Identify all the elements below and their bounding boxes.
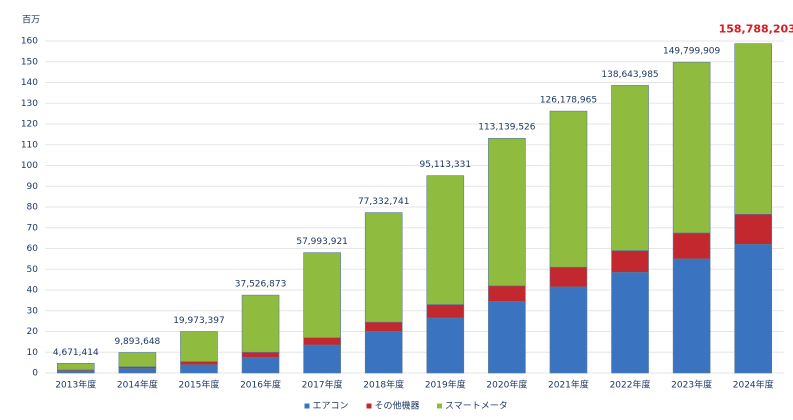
y-tick-label: 70 [27, 223, 39, 233]
x-tick-label: 2020年度 [486, 379, 527, 391]
y-tick-label: 110 [21, 140, 38, 150]
bar-segment [303, 344, 341, 374]
bar-segment [488, 285, 526, 302]
bar-segment [118, 352, 157, 368]
y-tick-label: 130 [21, 99, 38, 109]
y-tick-label: 20 [27, 327, 39, 337]
bar-segment [364, 212, 403, 323]
total-label: 126,178,965 [540, 96, 597, 106]
bar-segment [56, 370, 95, 374]
legend-label: その他機器 [375, 400, 420, 412]
x-tick-label: 2021年度 [548, 379, 589, 391]
y-tick-label: 120 [21, 120, 38, 130]
x-tick-label: 2017年度 [302, 379, 343, 391]
x-tick-label: 2013年度 [55, 379, 96, 391]
bar-segment [734, 244, 773, 374]
bar-segment [180, 331, 218, 362]
x-tick-label: 2016年度 [240, 379, 281, 391]
legend-label: エアコン [313, 402, 349, 412]
y-tick-label: 30 [27, 306, 39, 316]
bar-segment [303, 337, 341, 346]
legend-swatch [304, 403, 310, 409]
legend-swatch [437, 403, 442, 409]
y-tick-label: 150 [21, 57, 38, 67]
bar-segment [118, 368, 157, 374]
bar-segment [241, 294, 280, 353]
bar-segment [672, 232, 711, 260]
x-tick-label: 2014年度 [117, 379, 158, 391]
bar-segment [611, 272, 649, 374]
total-label: 57,993,921 [296, 237, 348, 247]
bar-segment [426, 175, 465, 305]
y-tick-label: 40 [27, 286, 39, 296]
bar-segment [180, 364, 218, 374]
bar-segment [303, 252, 341, 339]
bar-segment [549, 110, 588, 268]
y-tick-label: 10 [27, 348, 39, 358]
x-tick-label: 2024年度 [733, 379, 774, 391]
total-label: 138,643,985 [601, 70, 658, 80]
legend-label: スマートメータ [445, 401, 508, 412]
y-tick-label: 160 [21, 37, 38, 47]
bar-segment [364, 321, 403, 332]
total-label: 37,526,873 [235, 280, 287, 290]
bar-segment [672, 61, 711, 234]
total-label: 149,799,909 [663, 47, 721, 57]
bar-segment [734, 213, 773, 245]
bar-segment [611, 85, 649, 251]
bar-segment [734, 43, 773, 215]
x-tick-label: 2018年度 [363, 379, 404, 391]
bar-segment [241, 351, 280, 358]
y-tick-label: 0 [32, 369, 38, 379]
y-tick-label: 90 [27, 182, 39, 192]
bar-segment [56, 363, 95, 371]
x-tick-label: 2022年度 [610, 379, 651, 391]
total-label: 95,113,331 [420, 160, 472, 170]
bar-segment [364, 331, 403, 374]
total-label: 158,788,203 [719, 23, 793, 36]
y-tick-label: 80 [27, 203, 39, 213]
total-label: 4,671,414 [53, 348, 99, 358]
total-label: 77,332,741 [358, 197, 410, 207]
unit-label: 百万 [22, 15, 40, 26]
bar-segment [488, 301, 526, 374]
bar-segment [180, 361, 218, 365]
x-tick-label: 2019年度 [425, 379, 466, 391]
y-tick-label: 60 [27, 244, 39, 254]
bar-segment [672, 258, 711, 374]
x-tick-label: 2023年度 [671, 379, 712, 391]
y-tick-label: 140 [21, 78, 38, 88]
total-label: 19,973,397 [173, 316, 225, 326]
bar-segment [426, 304, 465, 319]
legend-swatch [366, 403, 372, 409]
bar-segment [426, 317, 465, 374]
y-tick-label: 50 [27, 265, 39, 275]
total-label: 9,893,648 [114, 337, 160, 347]
bar-segment [241, 357, 280, 374]
y-tick-label: 100 [21, 161, 38, 171]
total-label: 113,139,526 [478, 123, 536, 133]
bar-segment [549, 286, 588, 374]
bar-segment [611, 250, 649, 273]
bar-segment [488, 138, 526, 287]
bar-segment [549, 266, 588, 288]
x-tick-label: 2015年度 [179, 379, 220, 391]
